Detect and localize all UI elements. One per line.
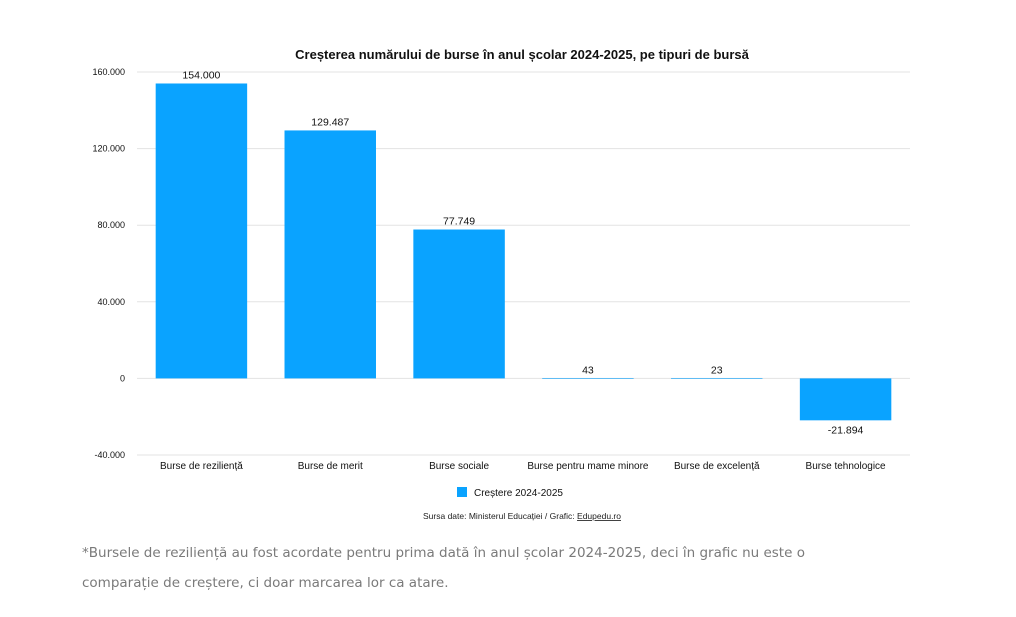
bar	[413, 229, 505, 379]
legend-swatch	[457, 487, 467, 497]
x-category-label: Burse tehnologice	[806, 461, 886, 472]
data-labels: 154.000 129.487 77.749 43 23 -21.894	[182, 69, 863, 436]
x-axis-categories: Burse de reziliență Burse de merit Burse s…	[160, 461, 886, 472]
bar	[284, 130, 376, 379]
y-tick-label: 80.000	[97, 220, 125, 230]
source-credit: Sursa date: Ministerul Educației / Grafi…	[423, 511, 621, 521]
y-tick-label: 120.000	[92, 144, 125, 154]
y-tick-label: 160.000	[92, 67, 125, 77]
y-tick-label: 0	[120, 373, 125, 383]
bar	[671, 378, 763, 379]
y-tick-label: -40.000	[94, 450, 125, 460]
bars	[155, 83, 892, 421]
data-label: 77.749	[443, 216, 475, 228]
legend-label: Creștere 2024-2025	[474, 488, 563, 499]
y-tick-label: 40.000	[97, 297, 125, 307]
data-label: 154.000	[182, 69, 220, 81]
x-category-label: Burse de excelență	[674, 461, 760, 472]
data-label: 23	[711, 364, 723, 376]
x-category-label: Burse de reziliență	[160, 461, 243, 472]
legend: Creștere 2024-2025	[457, 487, 563, 499]
bar-chart: Creșterea numărului de burse în anul șco…	[92, 47, 910, 521]
y-axis-ticks: 160.000 120.000 80.000 40.000 0 -40.000	[92, 67, 125, 460]
bar	[799, 378, 892, 421]
x-category-label: Burse pentru mame minore	[527, 461, 649, 472]
data-label: 43	[582, 364, 594, 376]
source-text: Sursa date: Ministerul Educației / Grafi…	[423, 511, 577, 521]
x-category-label: Burse sociale	[429, 461, 489, 472]
chart-title: Creșterea numărului de burse în anul șco…	[295, 47, 749, 62]
data-label: -21.894	[828, 424, 864, 436]
grid-lines	[137, 71, 910, 456]
footnote: *Bursele de reziliență au fost acordate …	[82, 545, 805, 591]
source-link[interactable]: Edupedu.ro	[577, 511, 621, 521]
bar	[542, 378, 634, 379]
bar	[155, 83, 248, 379]
data-label: 129.487	[311, 116, 349, 128]
x-category-label: Burse de merit	[298, 461, 363, 472]
